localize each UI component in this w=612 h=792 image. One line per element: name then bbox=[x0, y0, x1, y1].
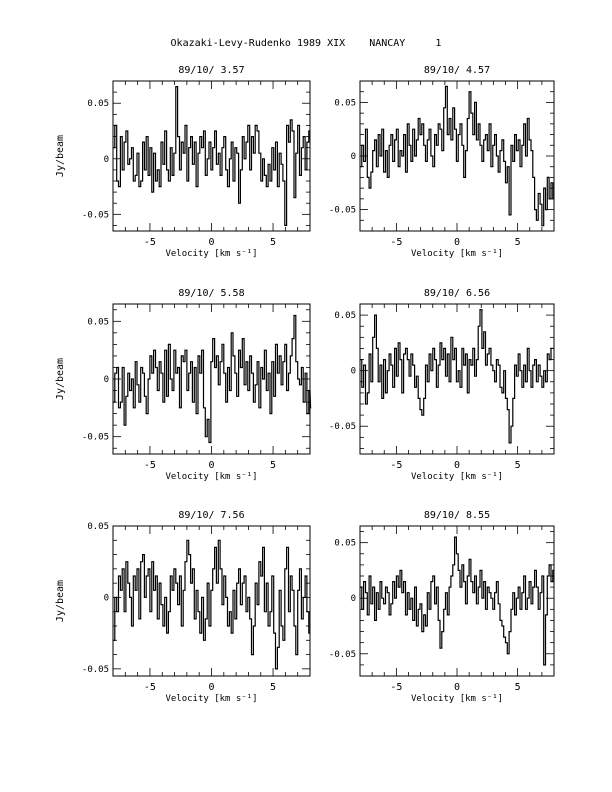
x-tick-label: 0 bbox=[454, 460, 460, 471]
x-tick-label: 0 bbox=[208, 682, 214, 693]
spectrum-line bbox=[360, 85, 554, 227]
x-tick-label: 5 bbox=[515, 682, 521, 693]
panel-title: 89/10/ 6.56 bbox=[424, 288, 490, 299]
page-title: Okazaki-Levy-Rudenko 1989 XIX NANCAY 1 bbox=[170, 38, 442, 49]
y-tick-label: 0 bbox=[104, 155, 109, 165]
y-tick-label: 0.05 bbox=[334, 539, 356, 549]
x-tick-label: 5 bbox=[515, 237, 521, 248]
x-tick-label: -5 bbox=[390, 460, 402, 471]
panel-title: 89/10/ 3.57 bbox=[178, 65, 244, 76]
x-axis-label: Velocity [km s⁻¹] bbox=[165, 249, 257, 259]
spectrum-panel-5: 89/10/ 7.56 -5 0 5 -0.05 0 0.05 Velocity [km s⁻… bbox=[55, 510, 311, 704]
y-tick-label: 0 bbox=[104, 593, 109, 603]
panel-title: 89/10/ 4.57 bbox=[424, 65, 490, 76]
y-tick-label: -0.05 bbox=[82, 433, 109, 443]
y-tick-label: -0.05 bbox=[329, 422, 356, 432]
x-tick-label: 5 bbox=[515, 460, 521, 471]
x-tick-label: -5 bbox=[144, 682, 156, 693]
spectrum-line bbox=[360, 309, 553, 444]
spectrum-panel-2: 89/10/ 4.57 -5 0 5 -0.05 0 0.05 Velocity [km s⁻… bbox=[329, 65, 555, 259]
x-axis-label: Velocity [km s⁻¹] bbox=[411, 249, 503, 259]
y-tick-label: 0 bbox=[351, 152, 356, 162]
x-tick-label: -5 bbox=[144, 460, 156, 471]
y-axis-label: Jy/beam bbox=[55, 580, 66, 622]
y-tick-label: -0.05 bbox=[329, 206, 356, 216]
spectrum-panel-6: 89/10/ 8.55 -5 0 5 -0.05 0 0.05 Velocity [km s⁻… bbox=[329, 510, 555, 704]
spectrum-panel-4: 89/10/ 6.56 -5 0 5 -0.05 0 0.05 Velocity [km s⁻… bbox=[329, 288, 555, 482]
spectrum-line bbox=[113, 314, 312, 444]
panel-title: 89/10/ 7.56 bbox=[178, 510, 244, 521]
x-axis-label: Velocity [km s⁻¹] bbox=[165, 694, 257, 704]
y-tick-label: 0.05 bbox=[334, 98, 356, 108]
y-tick-label: 0 bbox=[351, 367, 356, 377]
x-tick-label: 0 bbox=[454, 682, 460, 693]
x-tick-label: 5 bbox=[270, 237, 276, 248]
x-tick-label: -5 bbox=[390, 237, 402, 248]
y-tick-label: 0.05 bbox=[87, 522, 109, 532]
y-tick-label: 0 bbox=[351, 594, 356, 604]
x-tick-label: 0 bbox=[208, 460, 214, 471]
x-tick-label: 5 bbox=[270, 460, 276, 471]
y-tick-label: -0.05 bbox=[82, 665, 109, 675]
x-axis-label: Velocity [km s⁻¹] bbox=[411, 472, 503, 482]
y-axis-label: Jy/beam bbox=[55, 358, 66, 400]
y-tick-label: 0.05 bbox=[334, 311, 356, 321]
y-tick-label: -0.05 bbox=[82, 210, 109, 220]
spectrum-panel-1: 89/10/ 3.57 -5 0 5 -0.05 0 0.05 Velocity [km s⁻… bbox=[55, 65, 311, 259]
x-tick-label: 5 bbox=[270, 682, 276, 693]
y-tick-label: 0 bbox=[104, 375, 109, 385]
panel-title: 89/10/ 8.55 bbox=[424, 510, 490, 521]
spectrum-line bbox=[113, 539, 310, 670]
x-tick-label: -5 bbox=[390, 682, 402, 693]
x-tick-label: -5 bbox=[144, 237, 156, 248]
x-axis-label: Velocity [km s⁻¹] bbox=[411, 694, 503, 704]
y-axis-label: Jy/beam bbox=[55, 135, 66, 177]
spectrum-line bbox=[360, 536, 554, 666]
y-tick-label: 0.05 bbox=[87, 317, 109, 327]
panel-title: 89/10/ 5.58 bbox=[178, 288, 244, 299]
x-axis-label: Velocity [km s⁻¹] bbox=[165, 472, 257, 482]
spectrum-line bbox=[113, 86, 310, 226]
y-tick-label: -0.05 bbox=[329, 650, 356, 660]
spectrum-panel-3: 89/10/ 5.58 -5 0 5 -0.05 0 0.05 Velocity [km s⁻… bbox=[55, 288, 312, 482]
x-tick-label: 0 bbox=[454, 237, 460, 248]
x-tick-label: 0 bbox=[208, 237, 214, 248]
y-tick-label: 0.05 bbox=[87, 99, 109, 109]
